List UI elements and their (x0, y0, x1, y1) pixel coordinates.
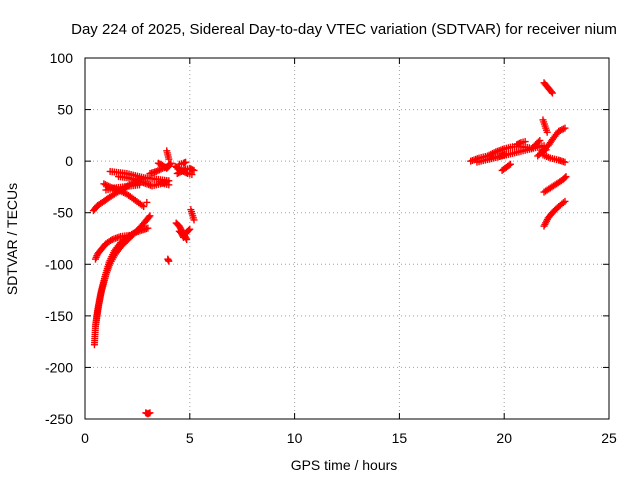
data-point (146, 409, 154, 417)
data-point (103, 181, 111, 189)
data-point (182, 158, 190, 166)
data-point (100, 180, 108, 188)
data-point (164, 163, 172, 171)
data-point (558, 126, 566, 134)
data-point (561, 174, 569, 182)
grid-lines (85, 58, 609, 419)
x-axis-label: GPS time / hours (291, 457, 398, 473)
data-point (125, 231, 133, 239)
x-tick-label: 25 (601, 430, 617, 446)
data-point (144, 224, 152, 232)
data-point (548, 89, 556, 97)
data-point (543, 128, 551, 136)
y-tick-label: -200 (45, 359, 73, 375)
y-tick-label: 0 (65, 153, 73, 169)
data-point (561, 197, 569, 205)
data-point (505, 161, 513, 169)
data-point (502, 150, 510, 158)
data-point (165, 257, 173, 265)
data-point (559, 199, 567, 207)
data-point (101, 181, 109, 189)
data-point (186, 225, 194, 233)
data-point (506, 160, 514, 168)
data-point (154, 167, 162, 175)
data-point (155, 166, 163, 174)
data-point (180, 233, 188, 241)
data-point (165, 155, 173, 163)
data-point (140, 203, 148, 211)
x-tick-label: 20 (496, 430, 512, 446)
data-point (521, 138, 529, 146)
x-tick-label: 15 (392, 430, 408, 446)
data-point (559, 125, 567, 133)
chart-title: Day 224 of 2025, Sidereal Day-to-day VTE… (71, 21, 617, 38)
data-point (556, 126, 564, 134)
data-point (185, 226, 193, 234)
data-point (152, 167, 160, 175)
axis-ticks: 0 5 10 15 20 25 -250 -200 -150 -100 -50 0 50 100 (45, 50, 617, 446)
y-tick-label: 50 (57, 102, 73, 118)
data-point (534, 138, 542, 146)
data-point (143, 198, 151, 206)
data-point (190, 216, 198, 224)
y-tick-label: -50 (53, 205, 73, 221)
data-point (165, 162, 173, 170)
data-point (190, 166, 198, 174)
x-tick-label: 0 (81, 430, 89, 446)
data-points (89, 79, 570, 418)
plot-frame (84, 57, 610, 420)
data-point (105, 182, 113, 190)
data-point (555, 127, 563, 135)
data-point (562, 173, 570, 181)
data-point (561, 158, 569, 166)
data-point (561, 124, 569, 132)
data-point (145, 213, 153, 221)
data-point (547, 88, 555, 96)
y-tick-label: -100 (45, 256, 73, 272)
y-tick-label: 100 (50, 50, 74, 66)
data-point (536, 137, 544, 145)
y-tick-label: -250 (45, 411, 73, 427)
y-axis-label: SDTVAR / TECUs (4, 183, 20, 295)
data-point (146, 212, 154, 220)
x-tick-label: 10 (287, 430, 303, 446)
y-tick-label: -150 (45, 308, 73, 324)
x-tick-label: 5 (186, 430, 194, 446)
data-point (165, 181, 173, 189)
